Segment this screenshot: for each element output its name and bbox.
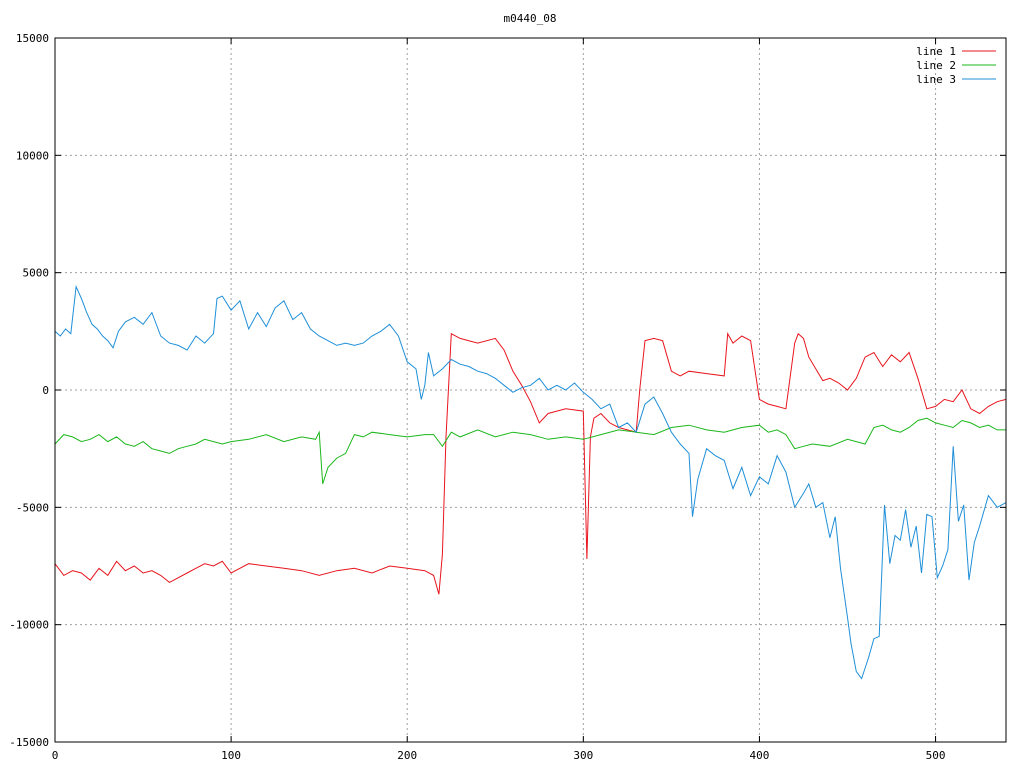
series-layer <box>54 284 1007 680</box>
y-tick-label: 10000 <box>16 149 49 162</box>
x-tick-label: 200 <box>397 749 417 762</box>
x-tick-label: 300 <box>573 749 593 762</box>
ticks: 0 100 200 300 400 500 -15000 -10000 -5000 0 5000 10… <box>9 32 1006 762</box>
y-tick-label: -15000 <box>9 736 49 749</box>
grid <box>55 38 1006 742</box>
chart-title: m0440_08 <box>504 12 557 25</box>
x-tick-label: 100 <box>221 749 241 762</box>
legend-label: line 3 <box>916 73 956 86</box>
y-tick-label: 0 <box>42 384 49 397</box>
legend-label: line 1 <box>916 45 956 58</box>
series-line-3 <box>54 284 1007 680</box>
y-tick-label: 5000 <box>23 267 50 280</box>
y-tick-label: -10000 <box>9 619 49 632</box>
series-line-1 <box>54 332 1007 595</box>
series-line-2 <box>54 417 1006 485</box>
x-tick-label: 500 <box>926 749 946 762</box>
y-tick-label: -5000 <box>16 501 49 514</box>
y-tick-label: 15000 <box>16 32 49 45</box>
x-tick-label: 400 <box>750 749 770 762</box>
legend-label: line 2 <box>916 59 956 72</box>
x-tick-label: 0 <box>52 749 59 762</box>
